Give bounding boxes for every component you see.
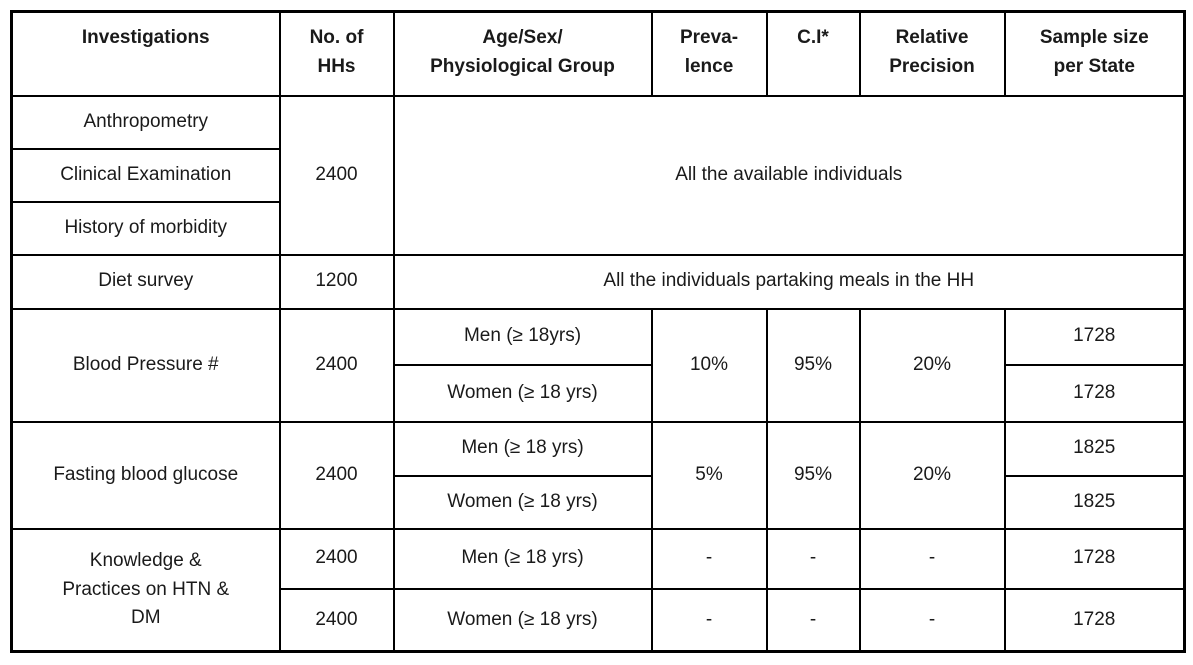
cell-group-bp-women: Women (≥ 18 yrs) bbox=[392, 363, 653, 423]
row-blood-pressure-women: Women (≥ 18 yrs) 1728 bbox=[12, 363, 1186, 423]
cell-hhs-fasting-glucose: 2400 bbox=[278, 420, 395, 530]
header-line: lence bbox=[684, 55, 734, 77]
cell-precision-knowledge-men: - bbox=[858, 527, 1006, 590]
cell-note-all-available: All the available individuals bbox=[392, 94, 1186, 256]
header-no-of-hhs: No. of HHs bbox=[278, 10, 395, 97]
cell-investigation-diet-survey: Diet survey bbox=[10, 253, 281, 310]
header-prevalence: Preva- lence bbox=[650, 10, 768, 97]
cell-precision-knowledge-women: - bbox=[858, 587, 1006, 653]
header-ci: C.I* bbox=[765, 10, 861, 97]
investigation-line: Knowledge & bbox=[89, 550, 202, 571]
investigation-line: DM bbox=[130, 607, 161, 628]
header-age-sex-group: Age/Sex/ Physiological Group bbox=[392, 10, 653, 97]
cell-investigation-blood-pressure: Blood Pressure # bbox=[10, 307, 281, 423]
row-knowledge-women: 2400 Women (≥ 18 yrs) - - - 1728 bbox=[12, 587, 1186, 653]
cell-group-fbg-women: Women (≥ 18 yrs) bbox=[392, 474, 653, 530]
cell-ci-knowledge-men: - bbox=[765, 527, 861, 590]
header-line: HHs bbox=[317, 55, 356, 77]
cell-investigation-knowledge: Knowledge & Practices on HTN & DM bbox=[10, 527, 281, 653]
row-fasting-glucose-women: Women (≥ 18 yrs) 1825 bbox=[12, 474, 1186, 530]
cell-hhs-diet: 1200 bbox=[278, 253, 395, 310]
cell-sample-bp-women: 1728 bbox=[1003, 363, 1186, 423]
cell-prevalence-knowledge-men: - bbox=[650, 527, 768, 590]
header-line: Investigations bbox=[81, 27, 210, 48]
header-line: Sample size bbox=[1039, 27, 1149, 48]
cell-prevalence-fbg: 5% bbox=[650, 420, 768, 530]
cell-note-diet: All the individuals partaking meals in t… bbox=[392, 253, 1186, 310]
cell-group-fbg-men: Men (≥ 18 yrs) bbox=[392, 420, 653, 477]
cell-ci-bp: 95% bbox=[765, 307, 861, 423]
header-line: Relative bbox=[895, 27, 969, 48]
cell-hhs-blood-pressure: 2400 bbox=[278, 307, 395, 423]
cell-ci-fbg: 95% bbox=[765, 420, 861, 530]
cell-sample-fbg-men: 1825 bbox=[1003, 420, 1186, 477]
header-line: per State bbox=[1053, 55, 1135, 77]
cell-investigation-history-morbidity: History of morbidity bbox=[10, 200, 281, 256]
row-fasting-glucose-men: Fasting blood glucose 2400 Men (≥ 18 yrs… bbox=[10, 420, 1186, 530]
header-line: Age/Sex/ bbox=[482, 27, 563, 48]
cell-group-bp-men: Men (≥ 18yrs) bbox=[392, 307, 653, 366]
cell-sample-fbg-women: 1825 bbox=[1003, 474, 1186, 530]
header-line: Physiological Group bbox=[430, 55, 615, 77]
row-history-of-morbidity: History of morbidity bbox=[10, 200, 1185, 256]
row-anthropometry: Anthropometry 2400 All the available ind… bbox=[10, 94, 1186, 256]
cell-prevalence-bp: 10% bbox=[650, 307, 768, 423]
header-relative-precision: Relative Precision bbox=[858, 10, 1006, 97]
row-clinical-examination: Clinical Examination bbox=[10, 147, 1185, 203]
cell-investigation-anthropometry: Anthropometry bbox=[10, 94, 281, 150]
cell-sample-bp-men: 1728 bbox=[1003, 307, 1186, 366]
header-investigations: Investigations bbox=[10, 10, 281, 97]
cell-ci-knowledge-women: - bbox=[765, 587, 861, 653]
header-line: C.I* bbox=[797, 27, 829, 48]
cell-precision-fbg: 20% bbox=[858, 420, 1006, 530]
cell-prevalence-knowledge-women: - bbox=[650, 587, 768, 653]
cell-precision-bp: 20% bbox=[858, 307, 1006, 423]
header-sample-size: Sample size per State bbox=[1003, 10, 1186, 97]
cell-group-knowledge-women: Women (≥ 18 yrs) bbox=[392, 587, 653, 653]
cell-hhs-knowledge-men: 2400 bbox=[278, 527, 395, 590]
sampling-design-table: Investigations No. of HHs Age/Sex/ Physi… bbox=[10, 10, 1186, 653]
cell-group-knowledge-men: Men (≥ 18 yrs) bbox=[392, 527, 653, 590]
row-diet-survey: Diet survey 1200 All the individuals par… bbox=[10, 253, 1186, 310]
cell-hhs-census: 2400 bbox=[278, 94, 395, 256]
cell-sample-knowledge-women: 1728 bbox=[1003, 587, 1186, 653]
row-blood-pressure-men: Blood Pressure # 2400 Men (≥ 18yrs) 10% … bbox=[10, 307, 1186, 423]
cell-investigation-fasting-glucose: Fasting blood glucose bbox=[10, 420, 281, 530]
cell-sample-knowledge-men: 1728 bbox=[1003, 527, 1186, 590]
cell-investigation-clinical-examination: Clinical Examination bbox=[10, 147, 281, 203]
header-line: No. of bbox=[309, 27, 364, 48]
header-line: Preva- bbox=[679, 27, 739, 48]
cell-hhs-knowledge-women: 2400 bbox=[278, 587, 395, 653]
row-knowledge-men: Knowledge & Practices on HTN & DM 2400 M… bbox=[10, 527, 1186, 653]
header-line: Precision bbox=[889, 55, 975, 77]
header-row: Investigations No. of HHs Age/Sex/ Physi… bbox=[10, 10, 1186, 97]
investigation-line: Practices on HTN & bbox=[62, 578, 230, 600]
